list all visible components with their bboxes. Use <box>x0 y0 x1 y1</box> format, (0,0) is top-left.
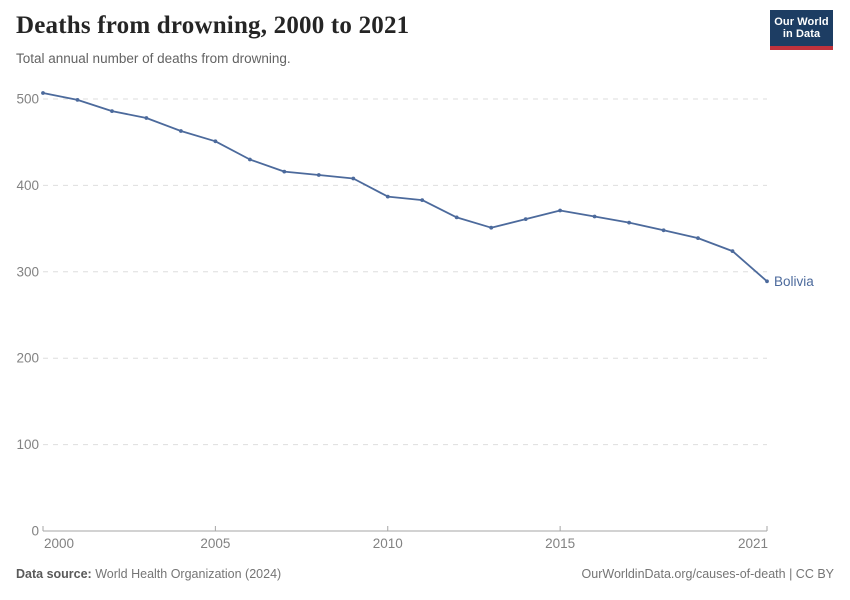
credit-license: | CC BY <box>785 567 834 581</box>
data-point-marker <box>661 228 666 233</box>
owid-logo[interactable]: Our World in Data <box>770 10 833 50</box>
y-axis-tick-label: 300 <box>16 264 39 279</box>
data-source-label: Data source: <box>16 567 92 581</box>
data-point-marker <box>489 225 494 230</box>
data-point-marker <box>454 215 459 220</box>
credit-link[interactable]: OurWorldinData.org/causes-of-death <box>581 567 786 581</box>
data-point-marker <box>523 217 528 222</box>
data-source-value: World Health Organization (2024) <box>91 567 282 581</box>
data-source: Data source: World Health Organization (… <box>16 567 281 581</box>
x-axis-tick-label: 2010 <box>373 536 403 551</box>
data-point-marker <box>110 109 114 113</box>
x-axis-tick-label: 2021 <box>738 536 768 551</box>
y-axis-tick-label: 0 <box>31 524 39 539</box>
owid-logo-line2: in Data <box>782 28 821 40</box>
credit: OurWorldinData.org/causes-of-death | CC … <box>582 567 834 581</box>
data-point-marker <box>282 169 287 174</box>
data-point-marker <box>316 173 321 177</box>
chart-title: Deaths from drowning, 2000 to 2021 <box>16 12 410 39</box>
y-axis-tick-label: 500 <box>16 92 39 107</box>
chart-subtitle: Total annual number of deaths from drown… <box>16 51 291 66</box>
data-point-marker <box>696 236 700 241</box>
y-axis-tick-label: 200 <box>16 351 39 366</box>
line-series-bolivia <box>42 92 768 283</box>
y-axis-tick-label: 400 <box>16 178 39 193</box>
chart-footer: Data source: World Health Organization (… <box>16 567 834 581</box>
data-point-marker <box>248 157 252 162</box>
data-point-marker <box>730 249 735 254</box>
data-point-marker <box>41 91 45 95</box>
x-axis-tick-label: 2005 <box>200 536 230 551</box>
data-point-marker <box>627 220 631 225</box>
data-point-marker <box>765 279 769 284</box>
data-point-marker <box>213 139 218 144</box>
y-axis-tick-label: 100 <box>16 437 39 452</box>
data-point-marker <box>385 194 390 199</box>
series-label-bolivia: Bolivia <box>774 274 814 289</box>
data-point-marker <box>144 116 149 120</box>
x-axis-tick-label: 2000 <box>44 536 74 551</box>
owid-logo-line1: Our World <box>774 15 829 28</box>
data-point-marker <box>351 176 356 181</box>
data-point-marker <box>420 198 425 203</box>
data-point-marker <box>75 98 80 102</box>
data-point-marker <box>558 208 562 213</box>
data-point-marker <box>592 214 597 219</box>
data-point-marker <box>179 129 183 133</box>
x-axis-tick-label: 2015 <box>545 536 575 551</box>
